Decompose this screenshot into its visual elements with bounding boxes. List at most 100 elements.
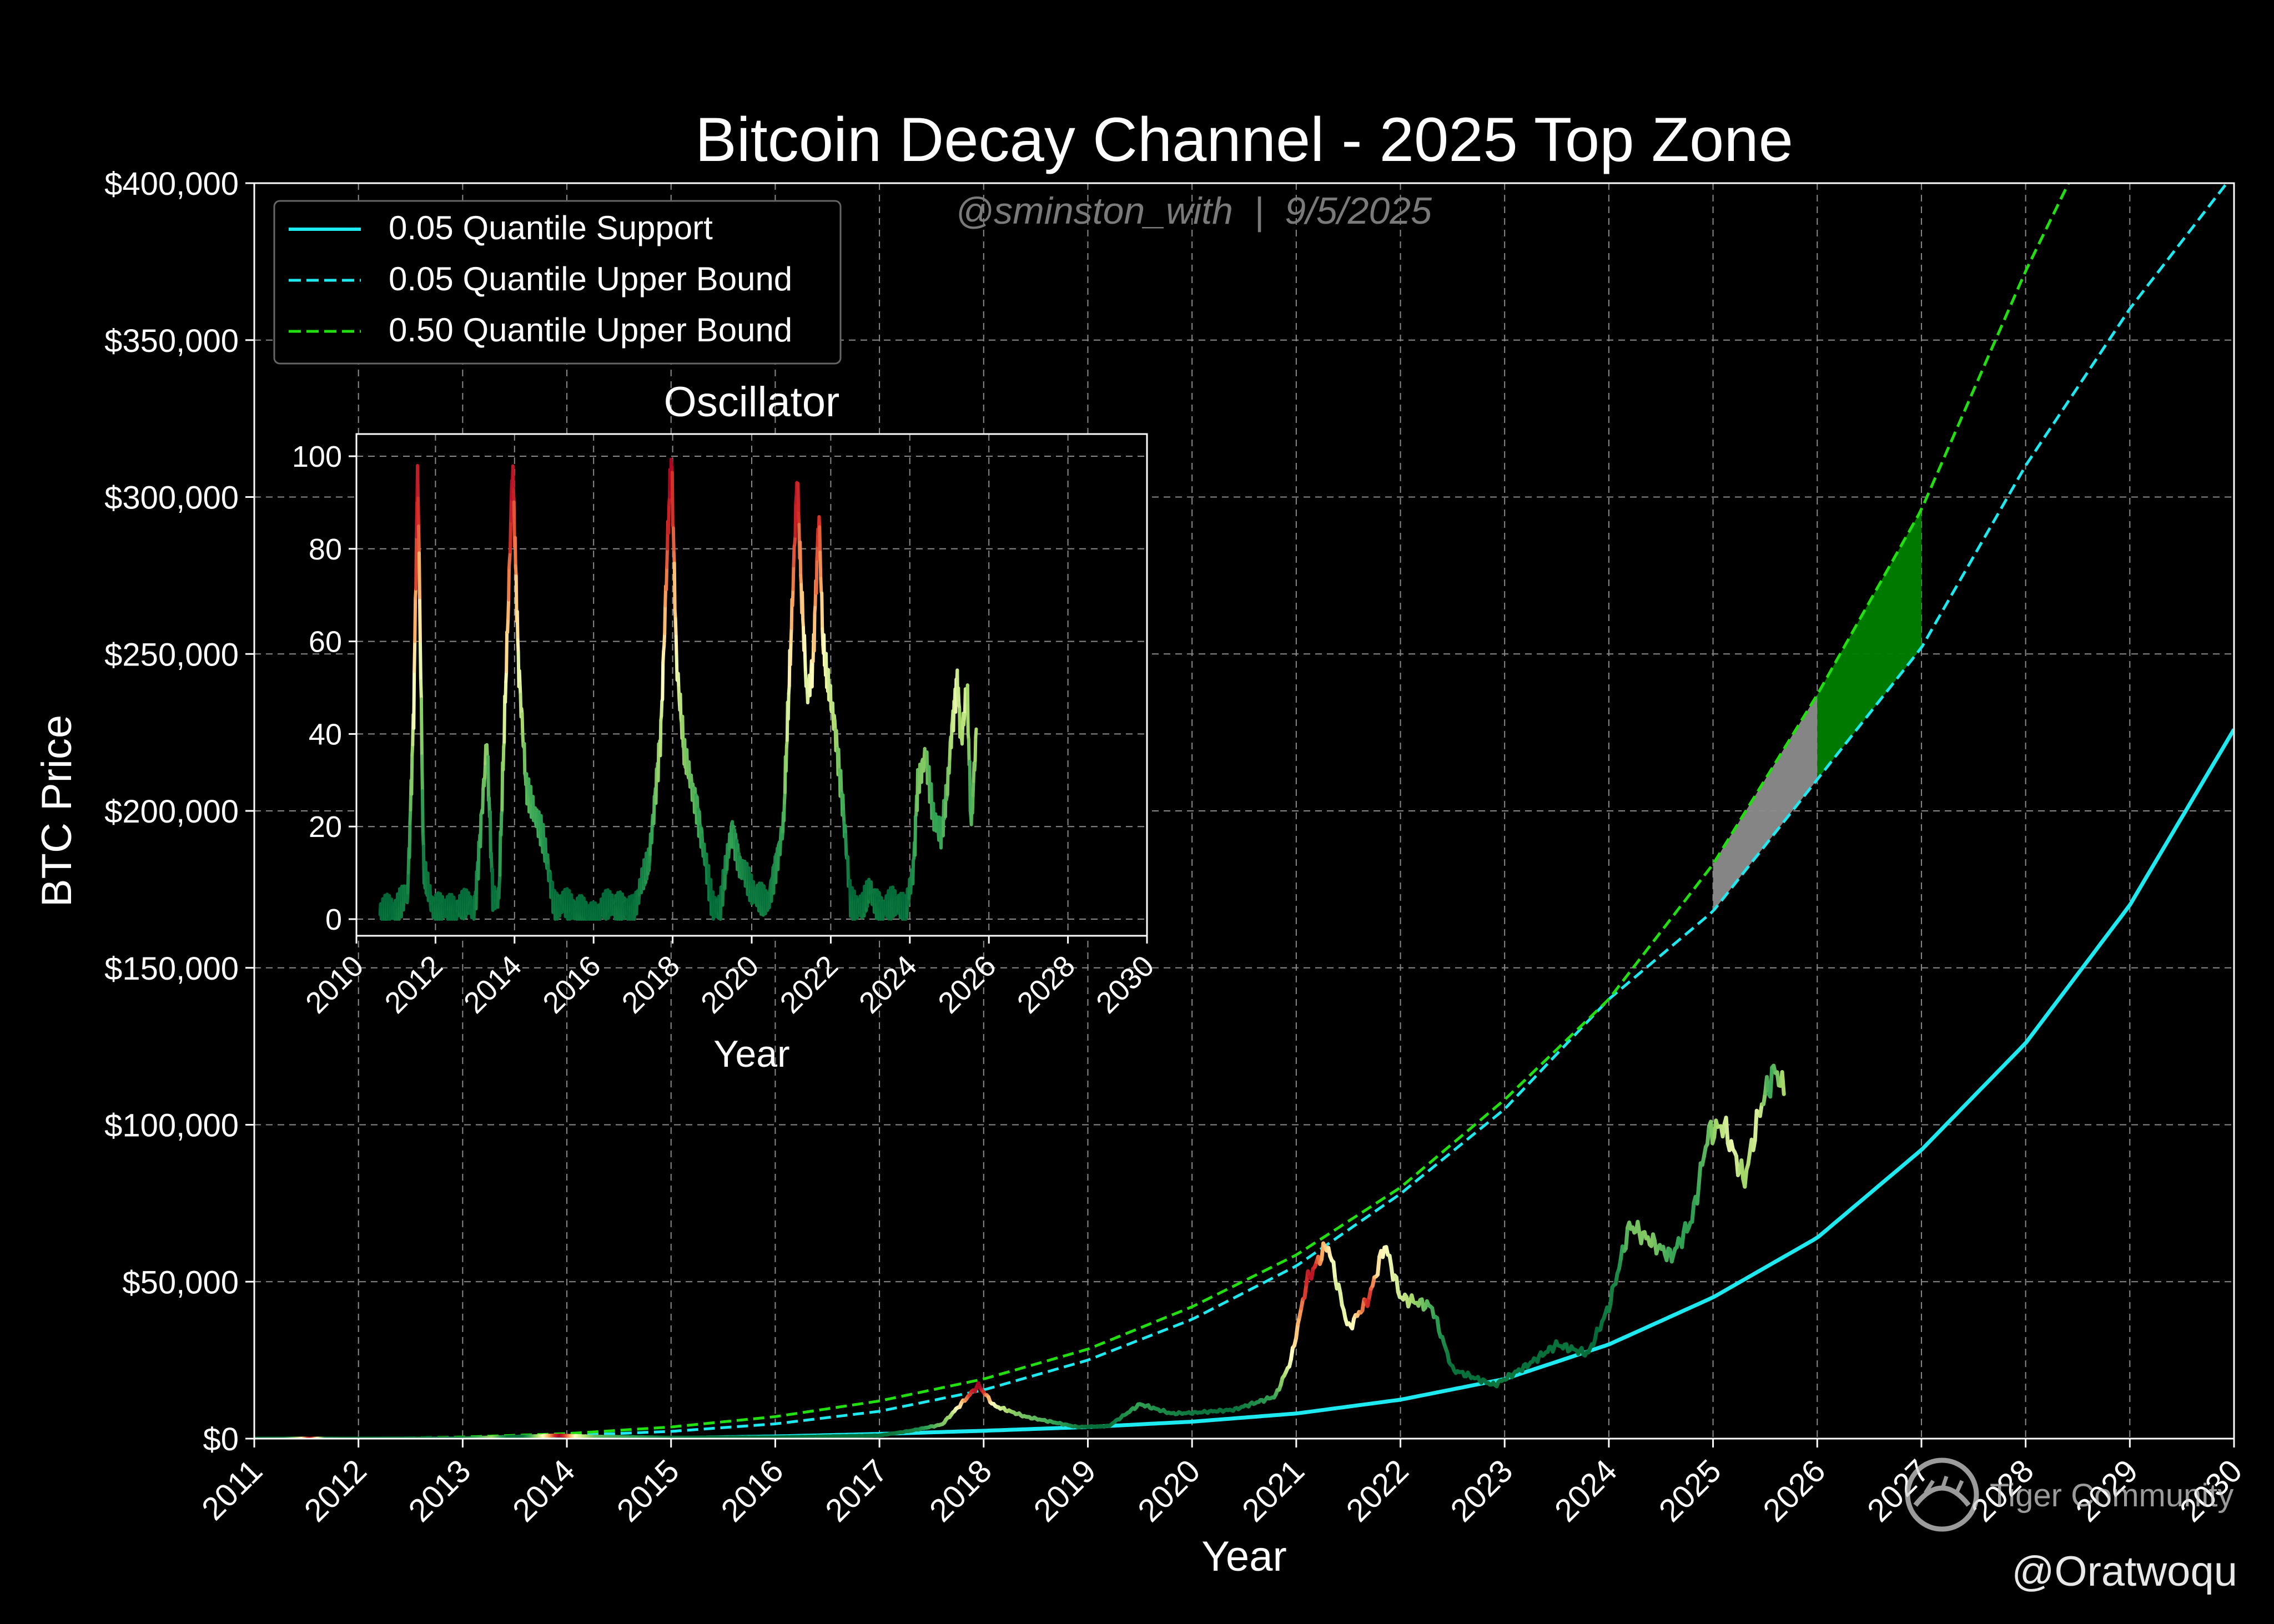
osc-y-tick-label: 20 — [309, 810, 342, 844]
osc-x-tick-label: 2014 — [457, 949, 528, 1020]
oscillator-segment — [798, 540, 803, 577]
oscillator-segment — [793, 501, 798, 538]
oscillator-segment — [791, 564, 796, 591]
x-tick-label: 2012 — [298, 1452, 374, 1529]
x-axis-ticks: 2011 2012 2013 2014 2015 2016 2017 2018 2019 2020… — [195, 1439, 2249, 1529]
x-tick-label: 2024 — [1548, 1452, 1624, 1529]
oscillator-segment — [842, 810, 846, 824]
legend-item-050-upper: 0.50 Quantile Upper Bound — [289, 311, 792, 349]
oscillator-segment — [406, 871, 410, 895]
x-tick-label: 2023 — [1443, 1452, 1520, 1529]
osc-x-tick-label: 2030 — [1090, 949, 1160, 1020]
oscillator-segment — [789, 627, 793, 644]
btc-price-segment — [1739, 1158, 1745, 1181]
y-tick-label: $250,000 — [104, 637, 239, 673]
btc-price-segment — [1302, 1282, 1309, 1300]
osc-x-tick-label: 2022 — [774, 949, 844, 1020]
oscillator-series — [378, 457, 978, 921]
btc-price-segment — [1697, 1161, 1703, 1186]
btc-price-segment — [1720, 1122, 1727, 1139]
oscillator-segment — [420, 789, 425, 836]
x-tick-label: 2011 — [195, 1452, 269, 1527]
osc-x-tick-label: 2018 — [616, 949, 686, 1020]
zone-gray-2025 — [1713, 694, 1818, 911]
tiger-community-watermark: Tiger Community — [1905, 1457, 2233, 1532]
oscillator-segment — [658, 718, 663, 758]
oscillator-segment — [417, 551, 421, 602]
osc-x-tick-label: 2020 — [695, 949, 765, 1020]
oscillator-segment — [671, 526, 676, 554]
btc-price-segment — [1765, 1075, 1771, 1096]
oscillator-segment — [497, 881, 501, 900]
btc-price-segment — [1338, 1291, 1344, 1307]
oscillator-segment — [803, 655, 807, 674]
oscillator-segment — [488, 810, 492, 859]
oscillator-segment — [797, 511, 801, 526]
oscillator-segment — [778, 836, 782, 856]
oscillator-segment — [522, 742, 527, 775]
osc-y-tick-label: 80 — [309, 533, 342, 566]
oscillator-segment — [416, 496, 420, 528]
oscillator-segment — [700, 833, 705, 847]
oscillator-segment — [674, 634, 678, 658]
legend-item-support: 0.05 Quantile Support — [289, 209, 713, 246]
oscillator-segment — [504, 680, 508, 704]
oscillator-segment — [974, 727, 978, 739]
btc-price-segment — [1331, 1260, 1337, 1281]
btc-price-segment — [1680, 1229, 1686, 1249]
x-tick-label: 2020 — [1131, 1452, 1207, 1529]
oscillator-x-label: Year — [713, 1033, 789, 1075]
oscillator-segment — [812, 611, 817, 653]
oscillator-segment — [476, 840, 481, 881]
y-tick-label: $400,000 — [104, 166, 239, 202]
x-tick-label: 2014 — [506, 1452, 582, 1529]
osc-y-tick-label: 40 — [309, 718, 342, 751]
x-axis-label: Year — [1201, 1533, 1287, 1580]
oscillator-segment — [506, 617, 510, 634]
oscillator-segment — [407, 821, 412, 860]
oscillator-segment — [670, 471, 675, 527]
oscillator-segment — [660, 699, 664, 718]
oscillator-segment — [502, 694, 507, 744]
oscillator-segment — [960, 727, 964, 746]
oscillator-segment — [801, 591, 805, 622]
oscillator-segment — [810, 659, 814, 689]
oscillator-x-ticks: 2010 2012 2014 2016 2018 2020 2022 2024 2026 2028… — [299, 936, 1160, 1020]
chart-title: Bitcoin Decay Channel - 2025 Top Zone — [695, 105, 1793, 174]
tiger-logo-icon — [1905, 1457, 1979, 1532]
oscillator-segment — [518, 682, 522, 696]
x-tick-label: 2018 — [923, 1452, 999, 1529]
author-watermark: @Oratwoqu — [2011, 1548, 2237, 1595]
main-chart: Bitcoin Decay Channel - 2025 Top Zone @s… — [33, 105, 2249, 1580]
osc-x-tick-label: 2012 — [379, 949, 449, 1020]
oscillator-segment — [520, 712, 525, 736]
oscillator-title: Oscillator — [664, 379, 840, 426]
y-tick-label: $0 — [203, 1421, 239, 1457]
oscillator-segment — [672, 551, 676, 565]
y-tick-label: $100,000 — [104, 1108, 239, 1144]
oscillator-segment — [947, 756, 952, 775]
oscillator-segment — [416, 464, 420, 500]
oscillator-segment — [973, 735, 978, 763]
legend-box — [273, 200, 842, 365]
osc-x-tick-label: 2016 — [536, 949, 607, 1020]
oscillator-segment — [479, 813, 483, 849]
btc-price-line — [254, 1063, 1786, 1439]
x-tick-label: 2017 — [818, 1452, 894, 1529]
btc-price-segment — [1394, 1275, 1400, 1294]
oscillator-segment — [661, 660, 665, 702]
y-tick-label: $50,000 — [122, 1264, 239, 1300]
oscillator-segment — [412, 639, 417, 673]
oscillator-segment — [506, 598, 511, 621]
btc-price-segment — [1758, 1102, 1764, 1118]
x-tick-label: 2022 — [1340, 1452, 1416, 1529]
osc-y-tick-label: 100 — [292, 440, 342, 473]
oscillator-inset: Oscillator 2010 2012 2014 2016 2018 2020 2022 2… — [292, 379, 1161, 1075]
osc-x-tick-label: 2024 — [853, 949, 923, 1020]
oscillator-segment — [421, 833, 425, 848]
y-tick-label: $300,000 — [104, 480, 239, 516]
oscillator-segment — [509, 519, 512, 554]
btc-price-segment — [1435, 1316, 1441, 1333]
chart-subtitle: @sminston_with | 9/5/2025 — [955, 190, 1432, 232]
